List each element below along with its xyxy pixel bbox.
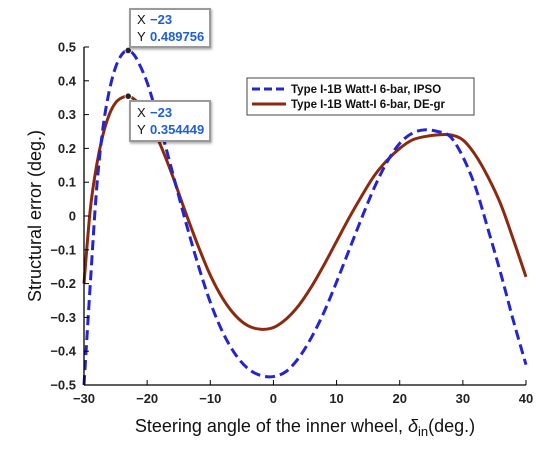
datatip-de-gr-box (129, 100, 211, 142)
x-tick-label: −20 (136, 391, 158, 406)
x-tick-label: 30 (456, 391, 470, 406)
x-axis-label: Steering angle of the inner wheel, δin(d… (135, 416, 475, 439)
y-tick-label: −0.5 (50, 378, 76, 393)
x-tick-label: −10 (199, 391, 221, 406)
y-tick-label: 0.1 (58, 175, 76, 190)
x-tick-label: −30 (73, 391, 95, 406)
x-tick-label: 10 (329, 391, 343, 406)
datatip-ipso-box (129, 8, 211, 48)
legend-box (246, 77, 475, 116)
datatip-ipso-y-value: 0.489756 (150, 29, 204, 44)
datatip-ipso-marker (124, 46, 132, 55)
datatip-de-gr-marker (124, 92, 132, 100)
datatip-de-gr: X −23 Y 0.354449 (129, 100, 211, 142)
y-tick-label: 0 (69, 209, 76, 224)
y-tick-label: 0.3 (58, 107, 76, 122)
datatip-de-gr-y-key: Y (137, 122, 146, 137)
y-tick-label: −0.1 (50, 242, 76, 257)
series-line-ipso (82, 48, 528, 386)
y-ticks: −0.5 −0.4 −0.3 −0.2 −0.1 0 0.1 0.2 0.3 0.4 0.5 (50, 40, 89, 393)
y-tick-label: −0.4 (50, 344, 76, 359)
x-tick-label: 40 (519, 391, 533, 406)
x-ticks: −30 −20 −10 0 10 20 30 40 (73, 380, 533, 406)
legend-label-ipso: Type I-1B Watt-I 6-bar, IPSO (291, 84, 441, 96)
marker-layer (124, 46, 132, 100)
x-tick-label: 20 (392, 391, 406, 406)
y-tick-label: −0.2 (50, 276, 76, 291)
legend: Type I-1B Watt-I 6-bar, IPSO Type I-1B W… (246, 77, 475, 116)
y-axis-label: Structural error (deg.) (25, 130, 45, 302)
y-tick-label: −0.3 (50, 310, 76, 325)
y-tick-label: 0.5 (58, 40, 76, 55)
datatip-ipso-x-value: −23 (150, 12, 172, 27)
x-tick-label: 0 (270, 391, 277, 406)
legend-label-de-gr: Type I-1B Watt-I 6-bar, DE-gr (291, 99, 446, 111)
y-tick-label: 0.4 (58, 73, 77, 88)
y-tick-label: 0.2 (58, 141, 76, 156)
datatip-ipso-x-key: X (137, 12, 146, 27)
datatip-de-gr-y-value: 0.354449 (150, 122, 204, 137)
datatip-ipso: X −23 Y 0.489756 (129, 8, 211, 48)
datatip-ipso-y-key: Y (137, 29, 146, 44)
datatip-de-gr-x-value: −23 (150, 105, 172, 120)
datatip-de-gr-x-key: X (137, 105, 146, 120)
